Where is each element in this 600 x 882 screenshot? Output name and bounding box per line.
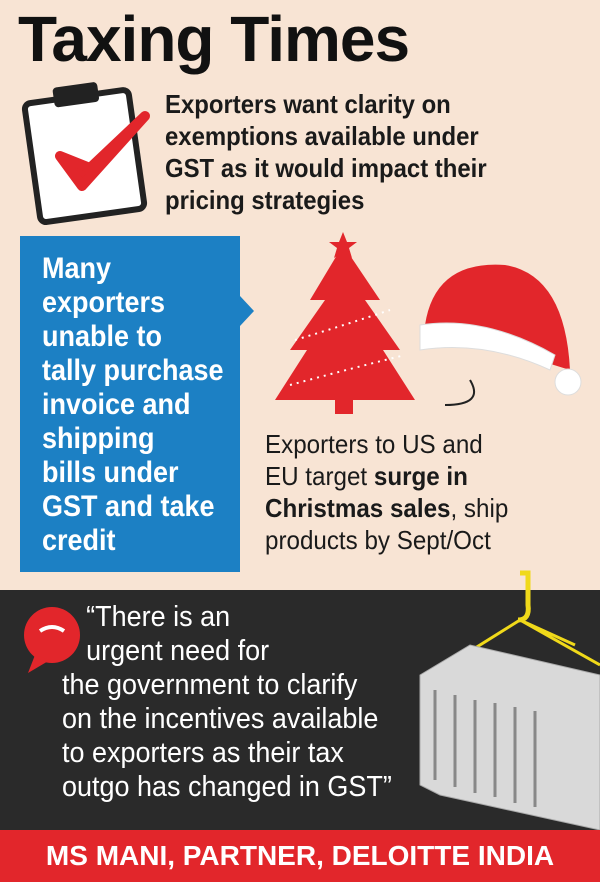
text-line: the government to clarify	[62, 669, 358, 701]
text-segment: products by Sept/Oct	[265, 525, 491, 555]
quote-text: “There is an urgent need for the governmen…	[62, 600, 392, 804]
text-line: Christmas sales, ship	[265, 492, 508, 524]
text-line: shipping	[42, 422, 155, 455]
text-segment: EU target	[265, 461, 374, 491]
text-line: urgent need for	[86, 635, 270, 667]
text-line: unable to	[42, 320, 163, 353]
text-line: tally purchase	[42, 354, 224, 387]
title: Taxing Times	[18, 3, 410, 75]
text-segment: Christmas sales	[265, 493, 451, 523]
text-line: on the incentives available	[62, 703, 379, 735]
text-line: exemptions available under	[165, 121, 479, 151]
text-line: GST as it would impact their	[165, 153, 487, 183]
text-line: to exporters as their tax	[62, 737, 344, 769]
attribution-band	[0, 830, 600, 882]
attribution: MS MANI, PARTNER, DELOITTE INDIA	[45, 840, 555, 871]
text-line: bills under	[42, 456, 179, 489]
text-line: invoice and	[42, 388, 191, 421]
text-line: EU target surge in	[265, 460, 508, 492]
text-segment: surge in	[373, 461, 468, 491]
box-arrow	[240, 296, 254, 326]
text-segment: , ship	[450, 493, 509, 523]
quote-art	[24, 570, 600, 830]
christmas-art	[275, 232, 582, 414]
text-line: credit	[42, 524, 116, 557]
text-segment: Exporters to US and	[265, 429, 483, 459]
christmas-text: Exporters to US and EU target surge in Chr…	[265, 428, 508, 556]
text-line: outgo has changed in GST”	[62, 771, 392, 803]
blue-box-text: Many exporters unable to tally purchase invo…	[42, 252, 224, 558]
clipboard-icon	[21, 82, 150, 226]
text-line: Many	[42, 252, 112, 285]
note-text: Exporters want clarity on exemptions avai…	[165, 88, 487, 216]
text-line: pricing strategies	[165, 185, 365, 215]
text-line: “There is an	[86, 601, 231, 633]
text-line: products by Sept/Oct	[265, 524, 508, 556]
text-line: Exporters to US and	[265, 428, 508, 460]
text-line: Exporters want clarity on	[165, 89, 451, 119]
text-line: GST and take	[42, 490, 215, 523]
text-line: exporters	[42, 286, 166, 319]
blue-box	[20, 236, 240, 572]
